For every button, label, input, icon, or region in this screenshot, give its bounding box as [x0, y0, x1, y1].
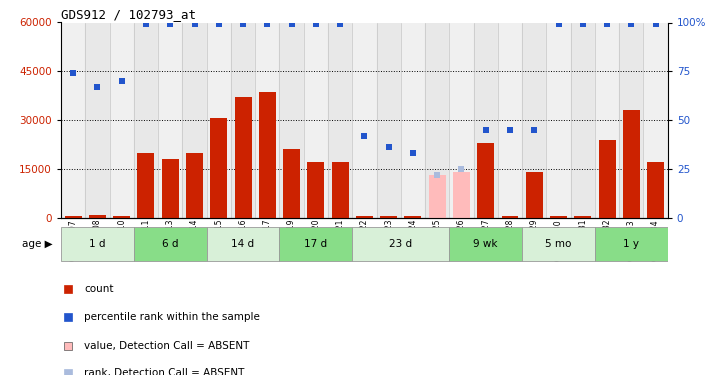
Bar	[65, 216, 82, 217]
Text: percentile rank within the sample: percentile rank within the sample	[84, 312, 260, 322]
Bar	[137, 153, 154, 218]
Bar	[182, 22, 207, 218]
Bar	[210, 118, 228, 218]
Bar	[162, 159, 179, 218]
Text: 17 d: 17 d	[304, 239, 327, 249]
Text: age ▶: age ▶	[22, 239, 52, 249]
Bar	[332, 162, 349, 218]
Bar	[595, 22, 619, 218]
Bar	[643, 22, 668, 218]
Bar	[453, 172, 470, 217]
Bar	[501, 216, 518, 217]
Bar	[307, 162, 325, 218]
Bar	[449, 227, 522, 261]
Bar	[279, 227, 353, 261]
Bar	[498, 22, 522, 218]
Bar	[235, 97, 251, 218]
Bar	[61, 22, 85, 218]
Text: value, Detection Call = ABSENT: value, Detection Call = ABSENT	[84, 340, 249, 351]
Bar	[61, 227, 134, 261]
Bar	[477, 143, 494, 218]
Bar	[258, 92, 276, 218]
Bar	[304, 22, 328, 218]
Bar	[110, 22, 134, 218]
Bar	[328, 22, 353, 218]
Bar	[474, 22, 498, 218]
Bar	[134, 22, 158, 218]
Bar	[595, 227, 668, 261]
Bar	[158, 22, 182, 218]
Text: 9 wk: 9 wk	[473, 239, 498, 249]
Bar	[279, 22, 304, 218]
Bar	[619, 22, 643, 218]
Bar	[231, 22, 255, 218]
Bar	[546, 22, 571, 218]
Bar	[380, 216, 397, 217]
Text: 5 mo: 5 mo	[546, 239, 572, 249]
Bar	[574, 216, 592, 217]
Text: 14 d: 14 d	[231, 239, 255, 249]
Text: 1 d: 1 d	[89, 239, 106, 249]
Text: 23 d: 23 d	[389, 239, 412, 249]
Bar	[353, 227, 449, 261]
Bar	[425, 22, 449, 218]
Bar	[449, 22, 474, 218]
Bar	[356, 216, 373, 217]
Bar	[85, 22, 110, 218]
Bar	[376, 22, 401, 218]
Bar	[550, 216, 567, 217]
Bar	[113, 216, 130, 217]
Bar	[134, 227, 207, 261]
Text: count: count	[84, 284, 113, 294]
Text: 6 d: 6 d	[162, 239, 179, 249]
Bar	[571, 22, 595, 218]
Bar	[401, 22, 425, 218]
Bar	[522, 22, 546, 218]
Bar	[207, 227, 279, 261]
Bar	[526, 172, 543, 217]
Bar	[255, 22, 279, 218]
Bar	[623, 110, 640, 218]
Text: 1 y: 1 y	[623, 239, 639, 249]
Bar	[283, 149, 300, 217]
Bar	[647, 162, 664, 218]
Text: rank, Detection Call = ABSENT: rank, Detection Call = ABSENT	[84, 368, 244, 375]
Bar	[186, 153, 203, 218]
Bar	[89, 215, 106, 217]
Bar	[429, 175, 446, 217]
Bar	[207, 22, 231, 218]
Bar	[522, 227, 595, 261]
Text: GDS912 / 102793_at: GDS912 / 102793_at	[61, 8, 196, 21]
Bar	[353, 22, 376, 218]
Bar	[404, 216, 421, 217]
Bar	[599, 140, 615, 218]
